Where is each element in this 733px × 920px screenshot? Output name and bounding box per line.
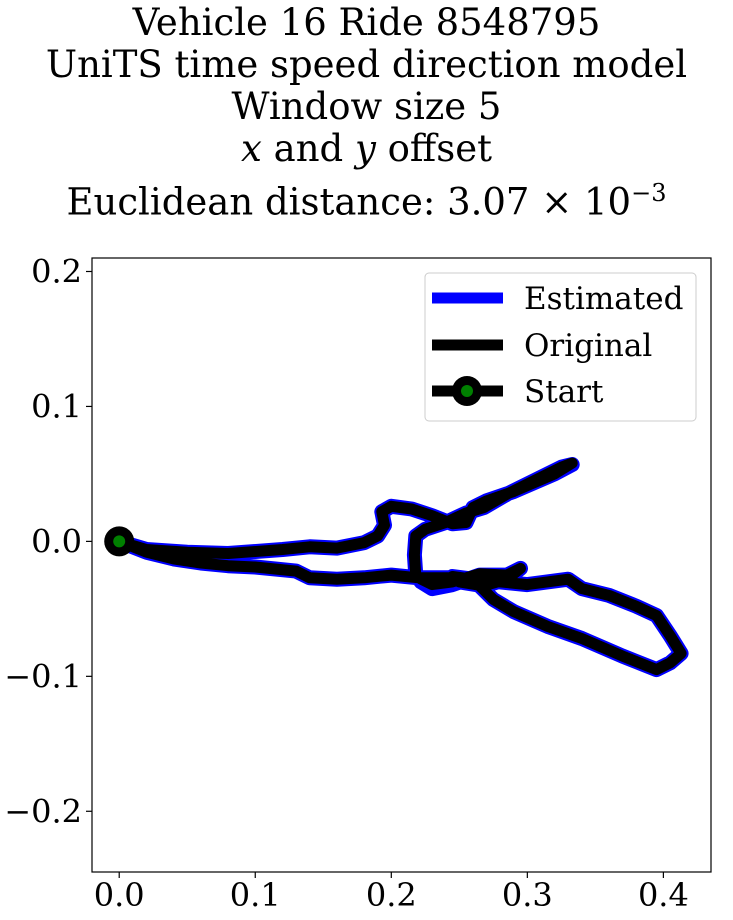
axis-ticks: 0.0 0.1 0.2 0.3 0.4 0.2 0.1 0.0 −0.1 −0.2 — [4, 252, 689, 914]
title-exponent: −3 — [631, 179, 667, 207]
y-tick-label-3: −0.1 — [4, 657, 82, 695]
y-tick-label-0: 0.2 — [31, 252, 82, 290]
title-line-5: Euclidean distance: 3.07 × 10−3 — [0, 172, 733, 223]
title-line-4: x and y offset — [0, 128, 733, 170]
legend: Estimated Original Start — [424, 272, 697, 422]
legend-original-label: Original — [524, 328, 652, 364]
y-tick-label-4: −0.2 — [4, 792, 82, 830]
legend-box — [424, 272, 697, 422]
x-tick-label-4: 0.4 — [638, 876, 689, 914]
title-times-symbol: × — [541, 180, 573, 224]
title-y-symbol: y — [354, 127, 376, 170]
legend-start-marker-center — [461, 385, 473, 397]
start-marker-center — [113, 535, 126, 548]
x-tick-label-0: 0.0 — [94, 876, 145, 914]
title-base: 10 — [584, 180, 632, 224]
x-tick-label-3: 0.3 — [502, 876, 553, 914]
legend-start-label: Start — [524, 374, 604, 410]
legend-estimated-label: Estimated — [524, 281, 683, 317]
series-layer — [104, 457, 689, 678]
title-line-3: Window size 5 — [231, 85, 502, 128]
x-tick-label-2: 0.2 — [366, 876, 417, 914]
title-line-2: UniTS time speed direction model — [45, 43, 688, 86]
title-distance-prefix: Euclidean distance: 3.07 — [66, 180, 530, 224]
title-offset-word: offset — [387, 127, 492, 170]
y-tick-label-1: 0.1 — [31, 387, 82, 425]
y-tick-label-2: 0.0 — [31, 522, 82, 560]
x-tick-label-1: 0.1 — [230, 876, 281, 914]
title-x-symbol: x — [241, 127, 262, 170]
series-original-line — [113, 457, 687, 676]
title-line-1: Vehicle 16 Ride 8548795 — [132, 1, 601, 44]
title-and-word: and — [273, 127, 344, 170]
